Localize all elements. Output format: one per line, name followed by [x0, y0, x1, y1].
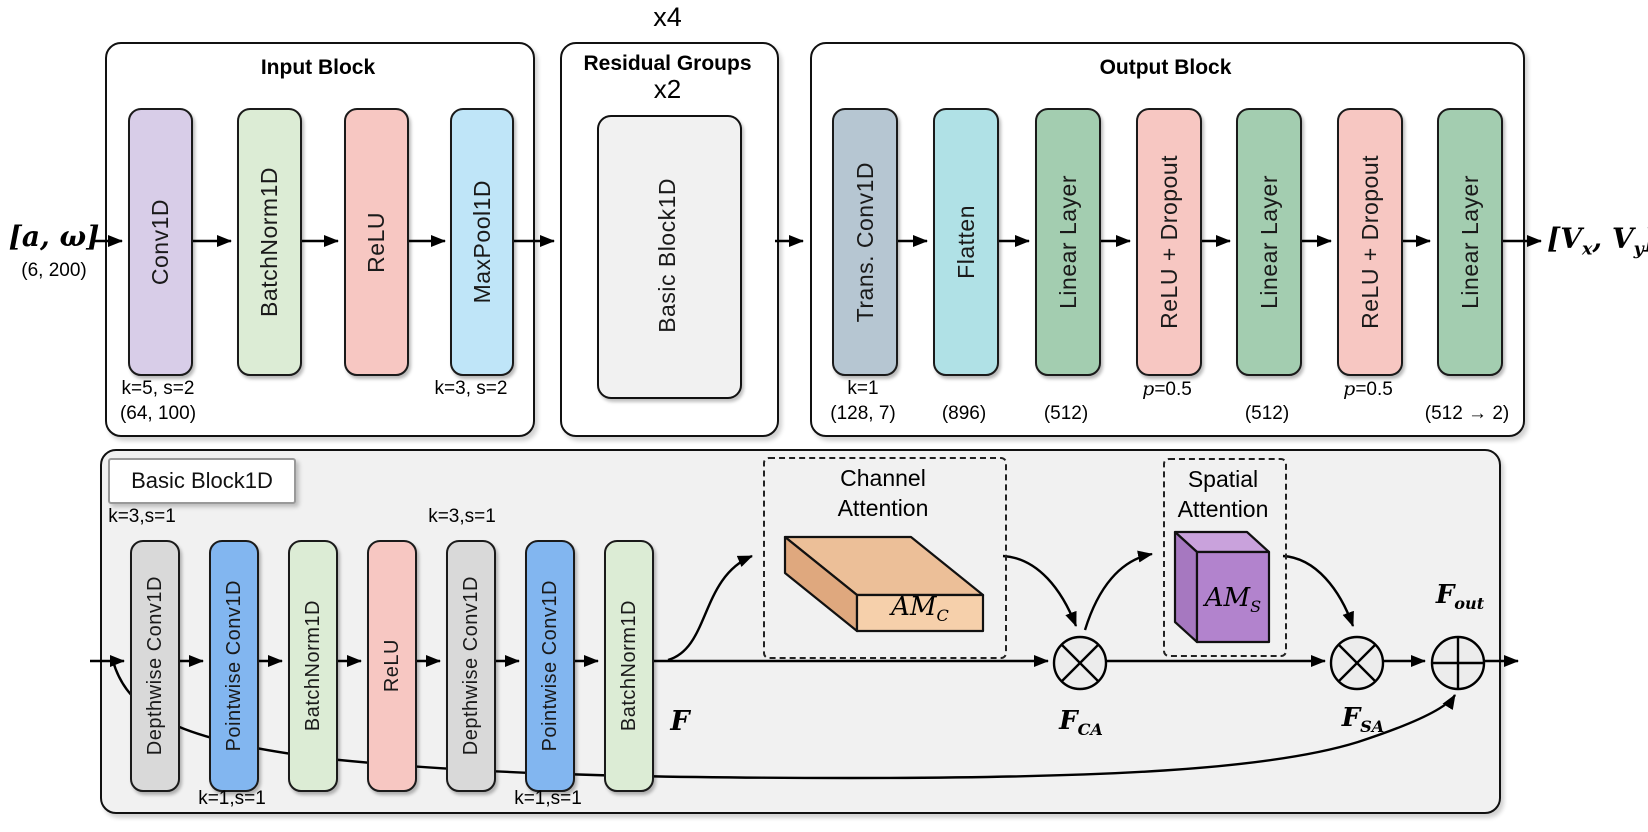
output-block-title: Output Block — [1099, 56, 1232, 79]
layer-linear-3: Linear Layer — [1437, 108, 1503, 376]
spatial-attention-map-label: AMS — [1204, 583, 1262, 617]
layer-conv1d: Conv1D — [128, 108, 193, 376]
input-label: [a, ω] — [8, 220, 100, 253]
annotation-conv-kernel: k=5, s=2 — [121, 378, 195, 399]
annotation-transconv-kernel: k=1 — [847, 378, 879, 399]
layer-batchnorm1d-2: BatchNorm1D — [604, 540, 654, 792]
annotation-conv-shape: (64, 100) — [119, 403, 197, 424]
layer-pointwise-conv1d-2: Pointwise Conv1D — [525, 540, 575, 792]
layer-depthwise-conv1d-2: Depthwise Conv1D — [446, 540, 496, 792]
annotation-flatten-shape: (896) — [941, 403, 987, 424]
annotation-linear1-shape: (512) — [1043, 403, 1089, 424]
feature-f-label: F — [670, 706, 690, 737]
layer-label: ReLU — [380, 639, 403, 693]
layer-label: BatchNorm1D — [617, 600, 640, 732]
layer-trans-conv1d: Trans. Conv1D — [832, 108, 898, 376]
channel-attention-tensor — [783, 535, 985, 633]
annotation-pointwise2-kernel: k=1,s=1 — [514, 788, 582, 809]
layer-label: ReLU — [363, 211, 389, 273]
feature-fout-label: Fout — [1435, 580, 1485, 614]
basic-block-title-box: Basic Block1D — [108, 458, 296, 504]
layer-label: BatchNorm1D — [301, 600, 324, 732]
input-block-title: Input Block — [260, 56, 376, 79]
layer-label: Depthwise Conv1D — [459, 576, 482, 756]
layer-label: Trans. Conv1D — [851, 161, 878, 323]
annotation-dropout2-p: p=0.5 — [1343, 378, 1393, 400]
layer-flatten: Flatten — [933, 108, 999, 376]
repeat-x4-label: x4 — [653, 2, 682, 32]
layer-label: BatchNorm1D — [256, 167, 282, 317]
layer-linear-1: Linear Layer — [1035, 108, 1101, 376]
spatial-attention-tensor — [1173, 530, 1271, 644]
layer-linear-2: Linear Layer — [1236, 108, 1302, 376]
annotation-linear2-shape: (512) — [1244, 403, 1290, 424]
layer-label: Linear Layer — [1054, 175, 1081, 309]
layer-label: Linear Layer — [1255, 175, 1282, 309]
basic-block1d-ref-label: Basic Block1D — [654, 177, 680, 333]
layer-label: Pointwise Conv1D — [222, 580, 245, 752]
layer-label: Depthwise Conv1D — [143, 576, 166, 756]
annotation-depthwise2-kernel: k=3,s=1 — [428, 506, 496, 527]
channel-attention-map-label: AMC — [891, 592, 949, 626]
annotation-linear3-shape: (512 → 2) — [1424, 403, 1510, 424]
repeat-x2-label: x2 — [653, 74, 682, 104]
layer-relu-dropout-2: ReLU + Dropout — [1337, 108, 1403, 376]
layer-batchnorm1d-1: BatchNorm1D — [288, 540, 338, 792]
spatial-attention-title: Spatial Attention — [1177, 466, 1269, 522]
layer-batchnorm1d: BatchNorm1D — [237, 108, 302, 376]
residual-groups-title: Residual Groups — [583, 52, 752, 75]
layer-label: Flatten — [952, 205, 979, 279]
layer-depthwise-conv1d-1: Depthwise Conv1D — [130, 540, 180, 792]
layer-label: Linear Layer — [1456, 175, 1483, 309]
layer-maxpool1d: MaxPool1D — [450, 108, 514, 376]
basic-block1d-ref: Basic Block1D — [597, 115, 738, 395]
layer-label: Pointwise Conv1D — [538, 580, 561, 752]
layer-label: Conv1D — [147, 198, 173, 286]
basic-block-title: Basic Block1D — [131, 468, 273, 493]
layer-relu-dropout-1: ReLU + Dropout — [1136, 108, 1202, 376]
layer-relu: ReLU — [344, 108, 409, 376]
annotation-pointwise1-kernel: k=1,s=1 — [198, 788, 266, 809]
output-label: [Vx, Vy] — [1547, 222, 1648, 260]
layer-label: ReLU + Dropout — [1356, 155, 1383, 329]
channel-attention-title: Channel Attention — [837, 465, 929, 521]
annotation-depthwise1-kernel: k=3,s=1 — [108, 506, 176, 527]
layer-label: ReLU + Dropout — [1155, 155, 1182, 329]
annotation-transconv-shape: (128, 7) — [830, 403, 896, 424]
layer-relu-bb: ReLU — [367, 540, 417, 792]
annotation-maxpool-kernel: k=3, s=2 — [434, 378, 508, 399]
layer-pointwise-conv1d-1: Pointwise Conv1D — [209, 540, 259, 792]
basic-block1d-box — [597, 115, 742, 399]
feature-fca-label: FCA — [1059, 706, 1103, 740]
layer-label: MaxPool1D — [468, 180, 495, 304]
feature-fsa-label: FSA — [1341, 703, 1385, 737]
annotation-dropout1-p: p=0.5 — [1142, 378, 1192, 400]
input-shape: (6, 200) — [21, 260, 87, 281]
